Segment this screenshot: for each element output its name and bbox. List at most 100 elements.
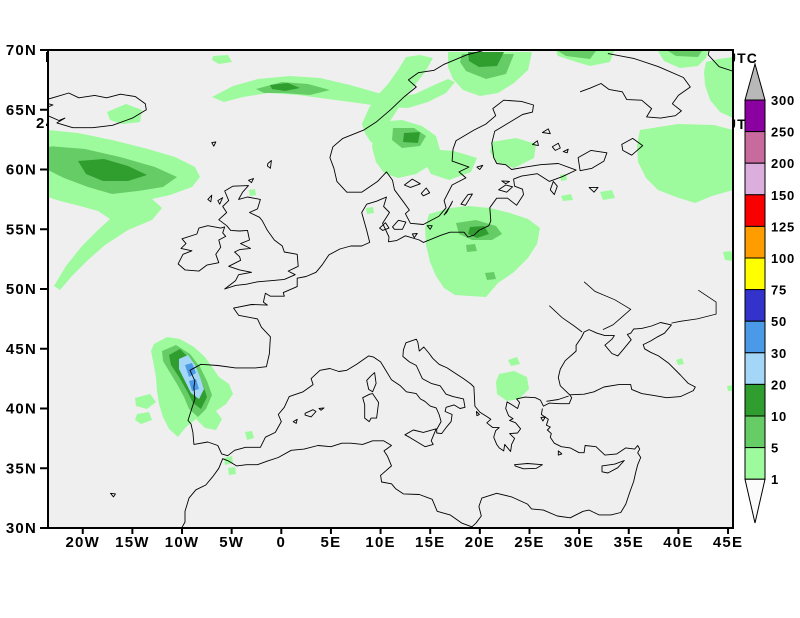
coastline-rhodes [557, 450, 563, 456]
precip-region-balkan-patch [496, 371, 529, 401]
precip-region-scotland-speck [249, 189, 256, 196]
precip-region-baltic-speck-1 [466, 244, 477, 252]
coastline-bornholm [426, 225, 433, 230]
coastline-oland [443, 200, 453, 216]
coastline-menorca [318, 407, 325, 411]
precip-region-baltic-speck-2 [485, 272, 496, 280]
colorbar-label: 50 [771, 314, 787, 329]
lat-axis-label: 50N [6, 281, 37, 298]
coastline-peipus [549, 180, 558, 196]
river-don [671, 289, 717, 324]
coastline-ladoga [577, 149, 608, 172]
coastline-ireland [177, 225, 227, 272]
precip-region-iceland-left-speck-1 [48, 136, 56, 147]
precip-region-blacksea-speck [676, 358, 684, 365]
coastline-crete [514, 463, 543, 470]
coastline-lesbos [540, 416, 546, 422]
coastline-saimaa-1 [532, 140, 539, 147]
river-dnieper [583, 281, 632, 330]
lon-axis-label: 40E [663, 534, 693, 551]
colorbar-segment [744, 383, 766, 417]
colorbar-segment [744, 225, 766, 259]
precip-region-balkan-speck [508, 357, 520, 366]
precip-region-top-right-blob-mid [668, 51, 702, 57]
lon-axis-label: 15W [115, 534, 149, 551]
coastline-sicily [404, 428, 437, 448]
precip-region-baltic-poland-outer [425, 206, 540, 297]
lon-axis-label: 10W [165, 534, 199, 551]
coastline-madeira [110, 492, 116, 498]
map-layers [48, 50, 733, 528]
colorbar-label: 1 [771, 472, 779, 487]
coastline-onega [621, 137, 644, 156]
coastline-skye [217, 197, 224, 205]
coastline-funen [379, 222, 390, 231]
coastline-iceland [48, 92, 147, 129]
coastline-zealand [392, 219, 407, 230]
precip-region-west-iberia-speck-2 [135, 412, 152, 424]
lat-axis-label: 30N [6, 520, 37, 537]
colorbar-label: 30 [771, 346, 787, 361]
precip-region-ladoga-south-speck [600, 190, 615, 200]
coastline-vanern [403, 178, 421, 188]
colorbar-label: 125 [771, 219, 795, 234]
coastline-faroe [211, 141, 217, 147]
colorbar-label: 300 [771, 93, 795, 108]
colorbar-label: 100 [771, 251, 795, 266]
colorbar-segment [744, 99, 766, 133]
coastline-cyprus [601, 460, 625, 474]
lat-axis-label: 70N [6, 42, 37, 59]
colorbar-label: 150 [771, 188, 795, 203]
coastline-marmara-north-shore [546, 395, 569, 402]
coastline-hebrides [207, 194, 213, 203]
coastline-corsica [366, 372, 377, 393]
precip-region-estonia-speck [560, 174, 567, 181]
coastline-kola-white-sea [579, 53, 691, 119]
lat-axis-label: 65N [6, 102, 37, 119]
lon-axis-label: 10E [365, 534, 395, 551]
coastline-mallorca [304, 409, 317, 418]
coastline-anatolia-levant-africa [181, 408, 642, 528]
precip-region-morocco-speck [228, 467, 236, 475]
precip-region-north-band-core [270, 83, 300, 91]
colorbar-segment [744, 352, 766, 385]
coastline-great-britain [218, 185, 299, 290]
lon-axis-label: 30E [564, 534, 594, 551]
precip-region-norwegian-sea-speck [212, 55, 232, 64]
coastline-shetland [266, 160, 272, 169]
precip-region-iceland-left-speck-2 [48, 174, 55, 186]
colorbar-segment [744, 257, 766, 291]
precip-region-atlantic-band-core [78, 159, 147, 181]
precip-region-nw-russia [637, 124, 733, 203]
lon-axis-label: 15E [415, 534, 445, 551]
precip-region-central-sweden [424, 149, 477, 180]
precip-region-right-edge-speck-2 [723, 251, 733, 261]
lon-axis-label: 20E [465, 534, 495, 551]
lat-axis-label: 45N [6, 341, 37, 358]
colorbar: 300 250 200 150 125 100 75 50 30 20 10 5 1 [744, 62, 795, 524]
colorbar-label: 200 [771, 156, 795, 171]
lon-axis-label: 35E [614, 534, 644, 551]
coastline-ibiza [292, 418, 298, 424]
colorbar-segment [744, 194, 766, 227]
lon-axis-label: 0 [277, 534, 287, 551]
river-dniester [549, 305, 583, 333]
precip-region-mid-norway-core [403, 132, 420, 143]
coastline-aland [476, 164, 484, 170]
colorbar-segment [744, 415, 766, 449]
colorbar-segment [744, 289, 766, 322]
lon-axis-label: 20W [66, 534, 100, 551]
lat-axis-label: 55N [6, 221, 37, 238]
colorbar-segment [744, 131, 766, 164]
lat-axis-label: 35N [6, 460, 37, 477]
colorbar-label: 20 [771, 377, 787, 392]
lon-axis-label: 45E [713, 534, 743, 551]
colorbar-label: 250 [771, 125, 795, 140]
precip-region-iceland-east [107, 104, 142, 124]
coastline-hiiumaa [501, 180, 511, 185]
lon-axis-label: 5W [219, 534, 244, 551]
coastline-saimaa-3 [541, 128, 551, 135]
coastline-saimaa-2 [551, 142, 561, 151]
